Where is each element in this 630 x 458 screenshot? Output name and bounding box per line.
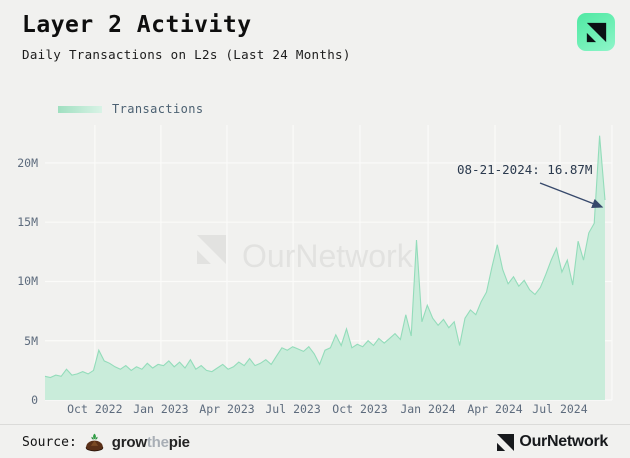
- x-tick-label: Jan 2024: [400, 402, 456, 416]
- ournetwork-n-icon: [586, 22, 606, 42]
- x-tick-label: Oct 2022: [67, 402, 123, 416]
- legend-label-transactions: Transactions: [112, 102, 204, 116]
- chart-legend: Transactions: [58, 101, 204, 117]
- ournetwork-footer-brand: OurNetwork: [497, 433, 608, 451]
- source-attribution: Source: grow the pie: [22, 432, 190, 453]
- growthepie-wordmark: grow the pie: [112, 434, 190, 451]
- x-tick-label: Jan 2023: [133, 402, 189, 416]
- x-tick-label: Apr 2023: [199, 402, 255, 416]
- line-series-transactions: [44, 135, 606, 379]
- y-tick-label: 0: [31, 393, 38, 407]
- annotation-arrow: [539, 182, 604, 209]
- x-tick-label: Oct 2023: [332, 402, 388, 416]
- x-tick-label: Jul 2023: [265, 402, 321, 416]
- y-tick-label: 10M: [17, 274, 38, 289]
- ournetwork-footer-text: OurNetwork: [519, 433, 608, 450]
- growthepie-the: the: [146, 434, 169, 451]
- area-series-transactions: [45, 135, 605, 400]
- source-label: Source:: [22, 435, 77, 450]
- watermark-n-icon: [197, 235, 226, 264]
- ournetwork-logo-badge: [577, 13, 615, 51]
- growthepie-grow: grow: [111, 434, 147, 451]
- annotation-label: 08-21-2024: 16.87M: [457, 162, 592, 177]
- x-tick-label: Jul 2024: [532, 402, 588, 416]
- growthepie-pie: pie: [168, 434, 190, 451]
- watermark-text: OurNetwork: [242, 238, 414, 274]
- ournetwork-n-icon-footer: [497, 433, 515, 451]
- growthepie-pie-icon: [85, 433, 104, 452]
- legend-swatch-transactions: [58, 106, 102, 113]
- footer-divider: [0, 424, 630, 425]
- x-tick-label: Apr 2024: [467, 402, 523, 416]
- page-title: Layer 2 Activity: [22, 12, 252, 38]
- y-tick-label: 15M: [17, 215, 38, 230]
- page-subtitle: Daily Transactions on L2s (Last 24 Month…: [22, 47, 351, 62]
- y-tick-label: 5M: [24, 333, 38, 348]
- watermark: OurNetwork: [197, 235, 414, 274]
- y-tick-label: 20M: [17, 155, 38, 170]
- footer: Source: grow the pie OurNetwork: [0, 425, 630, 458]
